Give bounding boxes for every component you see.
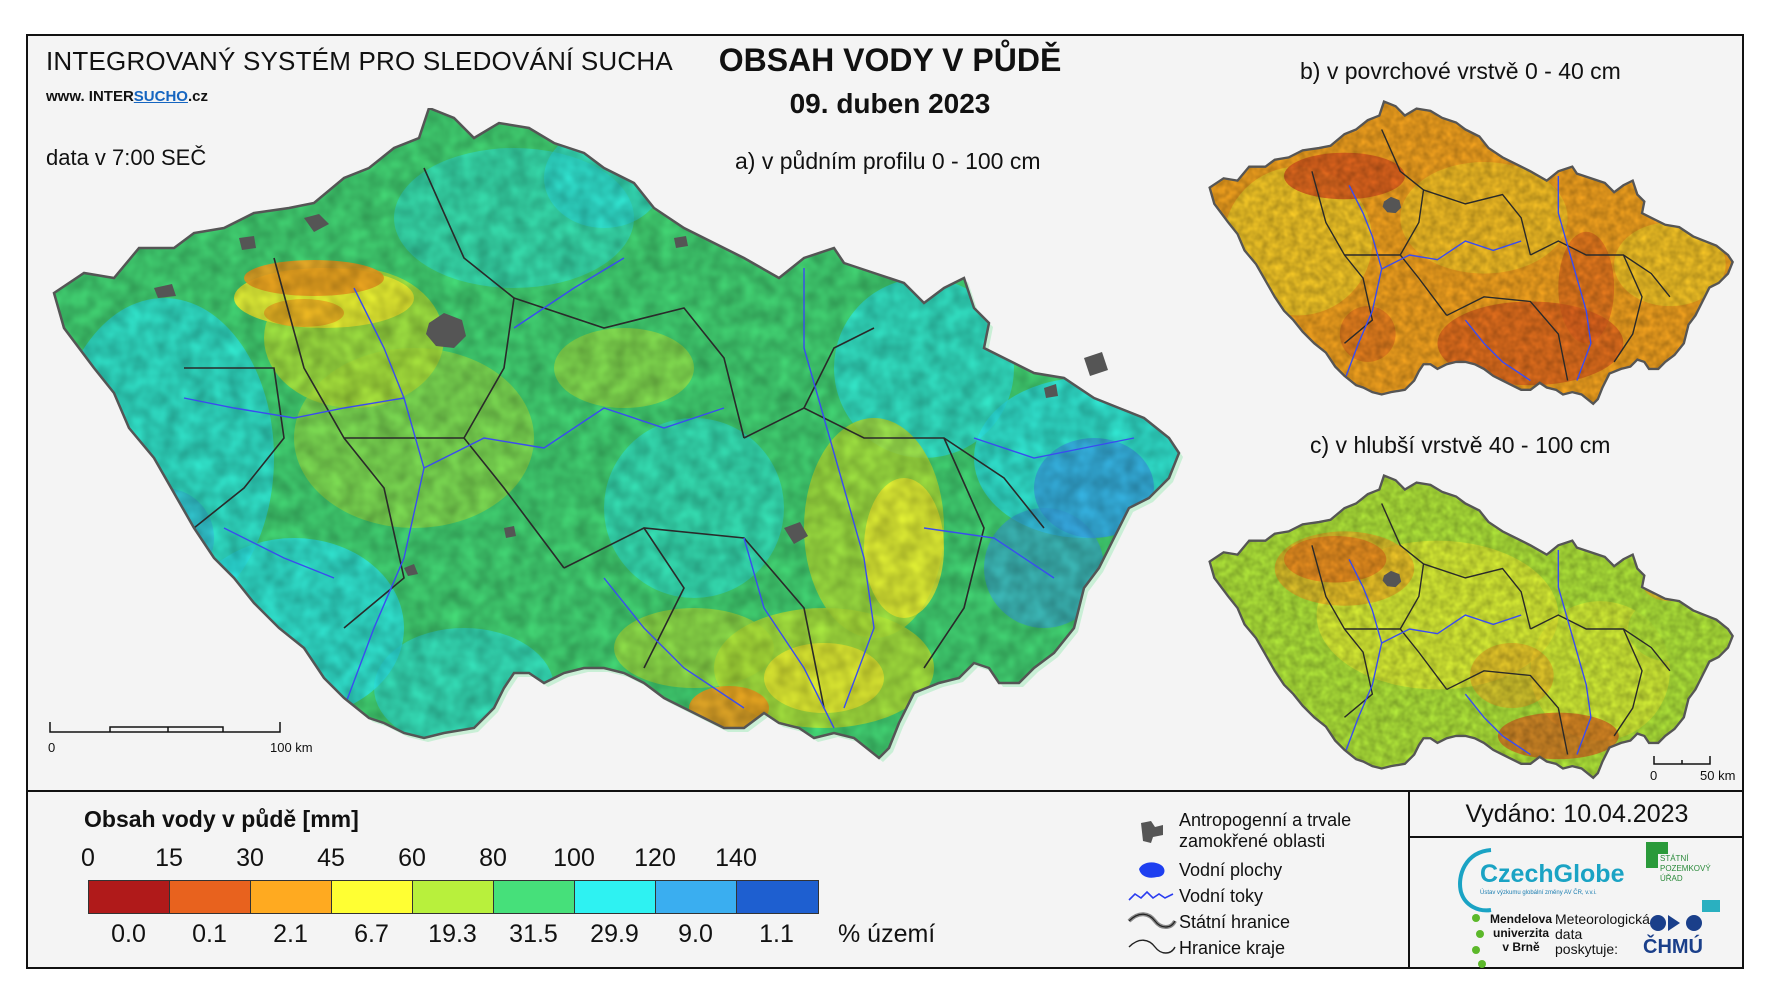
legend-tick-label: 30 [236,844,264,872]
czechglobe-subtitle: Ústav výzkumu globální změny AV ČR, v.v.… [1480,890,1597,896]
legend-swatch [737,881,818,913]
legend-percent-value: 0.0 [111,920,146,948]
water-body-icon [1139,862,1165,878]
spu-logo-icon [1646,842,1720,912]
anthropogenic-area-icon [1141,821,1163,843]
legend-percent-value: 1.1 [759,920,794,948]
legend-percent-value: 31.5 [509,920,558,948]
scale-bar-main [49,722,281,733]
symbol-state-border: Státní hranice [1125,908,1290,936]
legend-swatch [413,881,494,913]
legend-swatch [251,881,332,913]
main-title: OBSAH VODY V PŮDĚ [718,42,1062,78]
scale-main-zero: 0 [48,740,56,755]
legend-percent-unit: % území [838,920,936,948]
symbol-region-border: Hranice kraje [1125,934,1285,962]
map-a-czech-soil-water [52,108,1183,762]
map-a-label: a) v půdním profilu 0 - 100 cm [735,148,1041,174]
legend-tick-label: 120 [634,844,676,872]
legend-swatch [170,881,251,913]
chmu-logo-text: ČHMÚ [1643,936,1703,958]
symbol-streams: Vodní toky [1125,882,1263,910]
stream-icon [1128,890,1174,901]
legend-swatch [89,881,170,913]
legend-tick-label: 0 [81,844,95,872]
legend-percent-value: 19.3 [428,920,477,948]
spu-logo-text: STÁTNÍ POZEMKOVÝ ÚŘAD [1660,854,1711,883]
legend-tick-label: 15 [155,844,183,872]
chmu-logo-icon [1650,915,1702,931]
symbol-anthropogenic: Antropogenní a trvale zamokřené oblasti [1125,810,1369,852]
scale-small-zero: 0 [1650,768,1658,783]
czechglobe-logo-icon [1458,848,1492,913]
legend-swatch [494,881,575,913]
region-border-icon [1128,939,1176,954]
symbol-water-bodies: Vodní plochy [1125,856,1282,884]
legend-percent-value: 2.1 [273,920,308,948]
map-b-surface-layer [1208,100,1734,405]
mendel-logo: Mendelova univerzita v Brně [1470,912,1554,968]
issued-divider [1408,790,1410,969]
meteo-provider-text: Meteorologická data poskytuje: [1555,911,1650,957]
legend-swatch [575,881,656,913]
issued-line [1410,836,1744,838]
map-b-label: b) v povrchové vrstvě 0 - 40 cm [1300,58,1621,84]
legend-tick-label: 140 [715,844,757,872]
scale-main-end: 100 km [270,740,313,755]
legend-title: Obsah vody v půdě [mm] [84,806,359,832]
map-c-deep-layer [1208,474,1734,779]
system-title: INTEGROVANÝ SYSTÉM PRO SLEDOVÁNÍ SUCHA [46,46,673,76]
legend-color-bar [88,880,819,914]
issued-date: Vydáno: 10.04.2023 [1465,800,1689,828]
legend-tick-label: 80 [479,844,507,872]
scale-small-end: 50 km [1700,768,1736,783]
czechglobe-logo-text: CzechGlobe [1480,860,1625,888]
state-border-icon [1127,912,1177,929]
legend-percent-value: 0.1 [192,920,227,948]
legend-tick-label: 60 [398,844,426,872]
legend-percent-value: 29.9 [590,920,639,948]
scale-bar-small [1653,756,1711,765]
legend-swatch [332,881,413,913]
legend-percent-value: 9.0 [678,920,713,948]
legend-divider [26,790,1744,792]
legend-tick-label: 100 [553,844,595,872]
date-title: 09. duben 2023 [789,88,991,119]
mendel-dots-icon [1472,914,1486,968]
map-c-label: c) v hlubší vrstvě 40 - 100 cm [1310,432,1611,458]
website-link[interactable]: www. INTERSUCHO.cz [46,88,208,105]
legend-tick-label: 45 [317,844,345,872]
legend-swatch [656,881,737,913]
data-time: data v 7:00 SEČ [46,145,207,170]
legend-percent-value: 6.7 [354,920,389,948]
